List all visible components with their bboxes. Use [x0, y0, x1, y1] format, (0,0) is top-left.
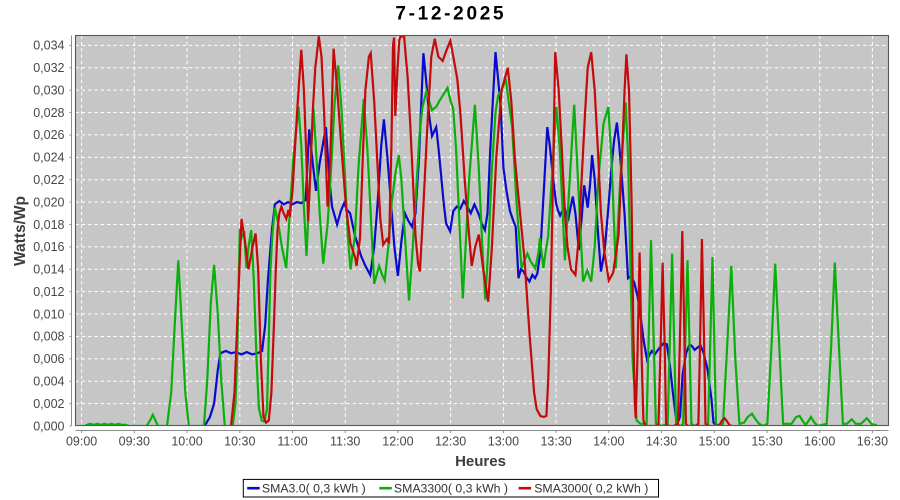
- svg-text:09:00: 09:00: [66, 435, 97, 449]
- svg-text:0,012: 0,012: [33, 285, 64, 299]
- svg-text:0,004: 0,004: [33, 375, 64, 389]
- svg-text:10:30: 10:30: [224, 435, 255, 449]
- svg-text:0,006: 0,006: [33, 352, 64, 366]
- svg-text:16:30: 16:30: [857, 435, 888, 449]
- svg-text:0,014: 0,014: [33, 263, 64, 277]
- svg-text:0,032: 0,032: [33, 61, 64, 75]
- svg-text:0,034: 0,034: [33, 39, 64, 53]
- svg-text:09:30: 09:30: [119, 435, 150, 449]
- svg-text:Heures: Heures: [455, 453, 506, 470]
- svg-text:15:30: 15:30: [751, 435, 782, 449]
- svg-text:SMA3.0( 0,3 kWh ): SMA3.0( 0,3 kWh ): [262, 482, 366, 496]
- svg-text:0,000: 0,000: [33, 419, 64, 433]
- svg-text:0,022: 0,022: [33, 173, 64, 187]
- svg-text:SMA3000( 0,2 kWh ): SMA3000( 0,2 kWh ): [534, 482, 648, 496]
- svg-text:0,024: 0,024: [33, 151, 64, 165]
- svg-text:0,026: 0,026: [33, 128, 64, 142]
- svg-text:12:00: 12:00: [382, 435, 413, 449]
- svg-text:0,030: 0,030: [33, 83, 64, 97]
- svg-text:0,010: 0,010: [33, 307, 64, 321]
- svg-text:11:00: 11:00: [277, 435, 307, 449]
- svg-text:16:00: 16:00: [804, 435, 835, 449]
- svg-text:15:00: 15:00: [699, 435, 730, 449]
- svg-text:14:00: 14:00: [593, 435, 624, 449]
- svg-text:0,008: 0,008: [33, 330, 64, 344]
- svg-text:10:00: 10:00: [171, 435, 202, 449]
- svg-text:0,028: 0,028: [33, 106, 64, 120]
- svg-text:13:30: 13:30: [540, 435, 571, 449]
- svg-text:7-12-2025: 7-12-2025: [395, 4, 506, 25]
- svg-text:11:30: 11:30: [330, 435, 360, 449]
- svg-text:13:00: 13:00: [488, 435, 519, 449]
- svg-text:0,018: 0,018: [33, 218, 64, 232]
- svg-text:0,002: 0,002: [33, 397, 64, 411]
- svg-text:14:30: 14:30: [646, 435, 677, 449]
- svg-text:12:30: 12:30: [435, 435, 466, 449]
- svg-text:Watts/Wp: Watts/Wp: [12, 196, 29, 266]
- svg-text:SMA3300( 0,3 kWh ): SMA3300( 0,3 kWh ): [394, 482, 508, 496]
- svg-text:0,020: 0,020: [33, 195, 64, 209]
- svg-text:0,016: 0,016: [33, 240, 64, 254]
